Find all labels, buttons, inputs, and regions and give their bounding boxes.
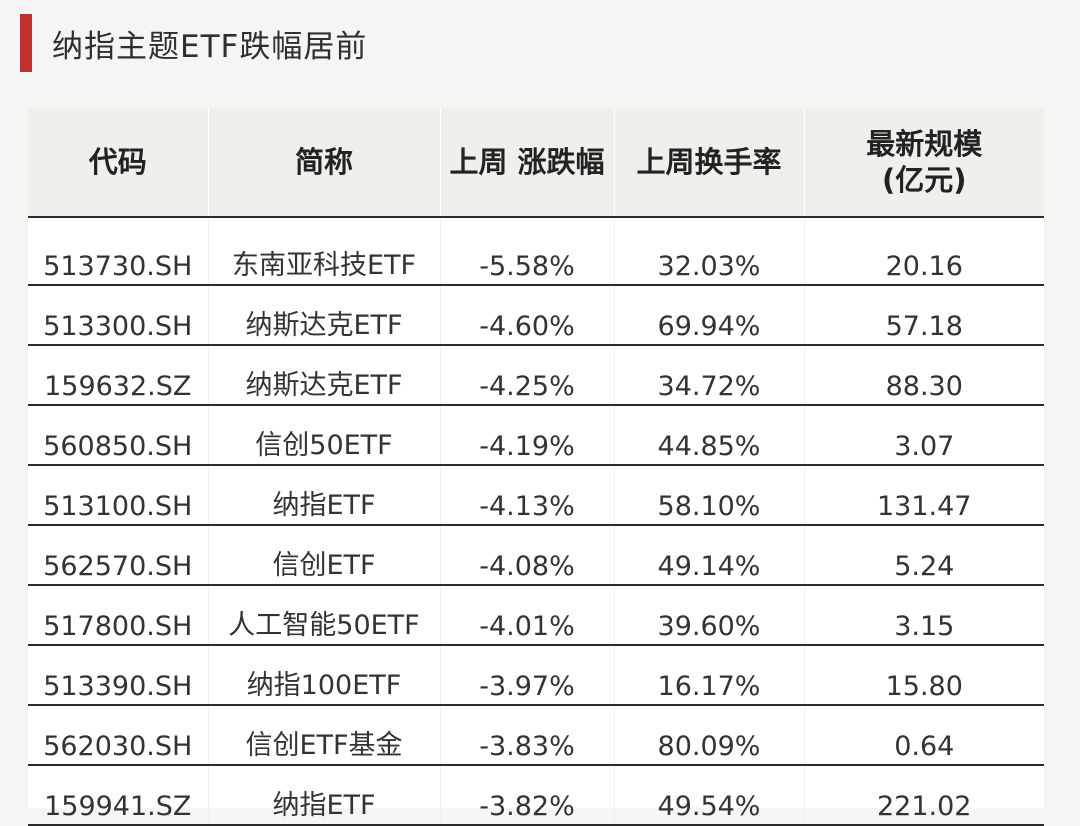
cell-scale: 5.24 [804, 525, 1044, 586]
etf-table-card: 代码 简称 上周 涨跌幅 上周换手率 最新规模 (亿元) 513730.SH 东南… [28, 108, 1044, 826]
cell-code: 513100.SH [28, 465, 209, 526]
table-row: 513390.SH 纳指100ETF -3.97% 16.17% 15.80 [28, 645, 1044, 706]
header-scale: 最新规模 (亿元) [804, 108, 1044, 218]
cell-turnover: 44.85% [614, 405, 805, 466]
header-scale-unit: (亿元) [881, 163, 967, 197]
cell-scale: 0.64 [804, 705, 1044, 766]
cell-change: -4.08% [440, 525, 615, 586]
table-row: 562030.SH 信创ETF基金 -3.83% 80.09% 0.64 [28, 705, 1044, 766]
cell-change: -4.19% [440, 405, 615, 466]
cell-name: 人工智能50ETF [208, 585, 441, 646]
cell-scale: 221.02 [804, 765, 1044, 826]
table-body: 513730.SH 东南亚科技ETF -5.58% 32.03% 20.16 513300… [28, 217, 1044, 826]
cell-change: -3.82% [440, 765, 615, 826]
cell-scale: 3.07 [804, 405, 1044, 466]
table-row: 159632.SZ 纳斯达克ETF -4.25% 34.72% 88.30 [28, 345, 1044, 406]
header-code: 代码 [28, 108, 209, 218]
title-area: 纳指主题ETF跌幅居前 [20, 14, 367, 72]
cell-turnover: 32.03% [614, 217, 805, 286]
cell-name: 纳指ETF [208, 465, 441, 526]
table-row: 159941.SZ 纳指ETF -3.82% 49.54% 221.02 [28, 765, 1044, 826]
cell-code: 513300.SH [28, 285, 209, 346]
cell-code: 562570.SH [28, 525, 209, 586]
cell-change: -4.13% [440, 465, 615, 526]
header-name: 简称 [208, 108, 441, 218]
table-row: 513730.SH 东南亚科技ETF -5.58% 32.03% 20.16 [28, 217, 1044, 286]
cell-name: 纳指100ETF [208, 645, 441, 706]
cell-scale: 3.15 [804, 585, 1044, 646]
table-row: 513100.SH 纳指ETF -4.13% 58.10% 131.47 [28, 465, 1044, 526]
cell-scale: 131.47 [804, 465, 1044, 526]
table-row: 560850.SH 信创50ETF -4.19% 44.85% 3.07 [28, 405, 1044, 466]
cell-code: 517800.SH [28, 585, 209, 646]
cell-scale: 57.18 [804, 285, 1044, 346]
cell-change: -4.25% [440, 345, 615, 406]
cell-scale: 15.80 [804, 645, 1044, 706]
cell-code: 159632.SZ [28, 345, 209, 406]
cell-code: 513390.SH [28, 645, 209, 706]
cell-turnover: 49.54% [614, 765, 805, 826]
cell-scale: 20.16 [804, 217, 1044, 286]
cell-name: 东南亚科技ETF [208, 217, 441, 286]
table-row: 562570.SH 信创ETF -4.08% 49.14% 5.24 [28, 525, 1044, 586]
cell-name: 纳斯达克ETF [208, 285, 441, 346]
cell-turnover: 16.17% [614, 645, 805, 706]
cell-name: 信创ETF基金 [208, 705, 441, 766]
table-row: 517800.SH 人工智能50ETF -4.01% 39.60% 3.15 [28, 585, 1044, 646]
cell-change: -3.97% [440, 645, 615, 706]
cell-turnover: 49.14% [614, 525, 805, 586]
cell-code: 513730.SH [28, 217, 209, 286]
cell-code: 562030.SH [28, 705, 209, 766]
cell-name: 信创ETF [208, 525, 441, 586]
cell-code: 159941.SZ [28, 765, 209, 826]
cell-name: 信创50ETF [208, 405, 441, 466]
page-title: 纳指主题ETF跌幅居前 [52, 28, 368, 65]
cell-change: -4.01% [440, 585, 615, 646]
cell-change: -5.58% [440, 217, 615, 286]
header-turnover: 上周换手率 [614, 108, 805, 218]
cell-name: 纳指ETF [208, 765, 441, 826]
cell-turnover: 34.72% [614, 345, 805, 406]
table-row: 513300.SH 纳斯达克ETF -4.60% 69.94% 57.18 [28, 285, 1044, 346]
cell-turnover: 39.60% [614, 585, 805, 646]
cell-code: 560850.SH [28, 405, 209, 466]
title-accent-bar [20, 14, 32, 72]
cell-name: 纳斯达克ETF [208, 345, 441, 406]
cell-turnover: 69.94% [614, 285, 805, 346]
cell-turnover: 80.09% [614, 705, 805, 766]
cell-turnover: 58.10% [614, 465, 805, 526]
cell-scale: 88.30 [804, 345, 1044, 406]
cell-change: -4.60% [440, 285, 615, 346]
header-scale-label: 最新规模 [866, 127, 983, 161]
cell-change: -3.83% [440, 705, 615, 766]
table-header-row: 代码 简称 上周 涨跌幅 上周换手率 最新规模 (亿元) [28, 108, 1044, 218]
header-change: 上周 涨跌幅 [440, 108, 615, 218]
etf-table: 代码 简称 上周 涨跌幅 上周换手率 最新规模 (亿元) 513730.SH 东南… [28, 108, 1044, 826]
